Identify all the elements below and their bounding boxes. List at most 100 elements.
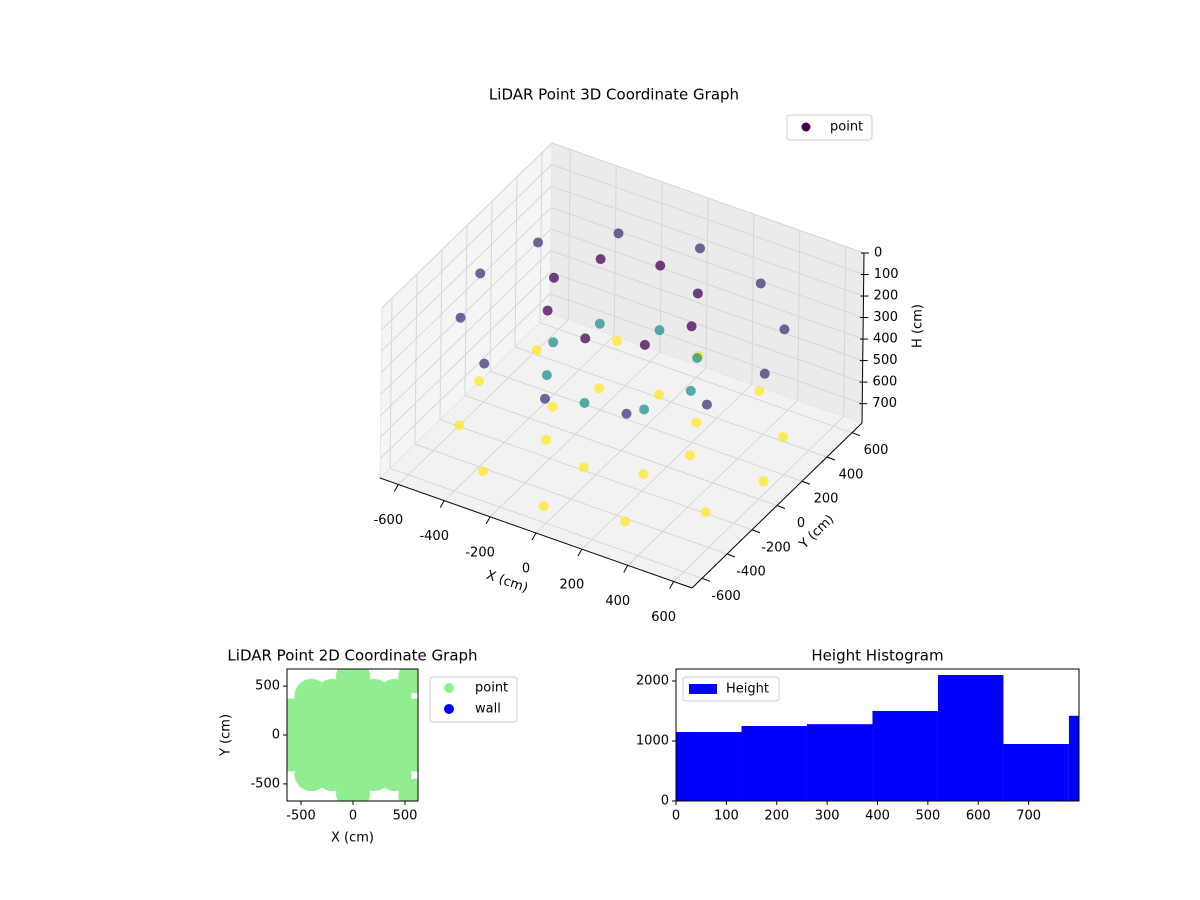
point: [638, 469, 649, 480]
grid-line: [389, 467, 703, 579]
plot-area: [287, 669, 418, 801]
grid-line: [550, 293, 863, 405]
x-tick: [531, 532, 537, 541]
point: [639, 404, 650, 415]
x-tick: [623, 565, 629, 573]
grid-line: [843, 246, 847, 417]
point: [613, 228, 624, 239]
point: [531, 345, 542, 356]
y-tick-label: 500: [255, 679, 280, 694]
y-tick: [726, 553, 736, 558]
bar: [937, 675, 1004, 801]
point: [548, 337, 559, 348]
point: [694, 243, 705, 254]
grid-line: [380, 207, 552, 373]
y-tick: [701, 577, 711, 582]
chart-title: LiDAR Point 2D Coordinate Graph: [227, 647, 477, 665]
y-tick: [826, 456, 836, 461]
y-tick-label: 0: [661, 794, 669, 809]
x-tick-label: -600: [374, 513, 404, 528]
x-axis: [379, 477, 693, 589]
point: [548, 272, 559, 283]
x-tick: [485, 516, 491, 525]
y-tick-label: 0: [272, 728, 280, 743]
grid-line: [550, 228, 864, 340]
z-tick-label: 400: [873, 332, 898, 347]
x-tick-label: 200: [764, 809, 789, 824]
grid-line: [389, 298, 393, 469]
grid-line: [751, 214, 755, 385]
legend-marker: [801, 122, 811, 132]
chart-3d: -600-400-2000200400600-600-400-200020040…: [374, 86, 926, 626]
grid-line: [381, 164, 553, 330]
grid-line: [551, 207, 864, 319]
y-axis: [691, 422, 863, 589]
x-tick-label: 400: [865, 809, 890, 824]
legend-marker: [444, 683, 454, 693]
grid-line: [439, 419, 753, 531]
y-tick: [776, 505, 786, 509]
point: [701, 399, 712, 410]
bar: [1068, 715, 1079, 801]
point: [700, 507, 711, 518]
x-tick-label: 500: [393, 809, 418, 824]
grid-line: [514, 346, 828, 458]
chart-histogram: 0 100 200 300 400 500 600 700 0 1000 2000 Height Hei…: [636, 647, 1080, 824]
point: [755, 278, 766, 289]
legend-box: [786, 114, 873, 141]
point: [538, 501, 549, 512]
y-tick-label: 200: [814, 492, 839, 507]
point: [778, 431, 789, 442]
bar: [676, 732, 742, 801]
point: [692, 288, 703, 299]
grid-line: [539, 152, 543, 323]
x-tick-label: 600: [966, 809, 991, 824]
point: [287, 737, 308, 772]
y-tick-label: 0: [797, 516, 805, 531]
grid-line: [613, 165, 617, 336]
grid-line: [567, 149, 571, 320]
x-tick-label: 300: [815, 809, 840, 824]
point: [541, 370, 552, 381]
z-axis-label: H (cm): [911, 304, 926, 348]
point: [692, 353, 703, 364]
chart-2d: point wall -500 0 500 -500 0 500 X (cm) Y (cm) LiD…: [219, 647, 518, 846]
point: [542, 305, 553, 316]
chart-title: Height Histogram: [811, 647, 943, 665]
x-tick: [577, 548, 583, 557]
grid-line: [464, 225, 468, 396]
grid-line: [551, 185, 864, 297]
grid-line: [489, 370, 803, 482]
point: [594, 383, 605, 394]
legend-marker: [444, 704, 454, 714]
point: [541, 434, 552, 445]
bar: [741, 726, 807, 801]
x-tick-label: -400: [419, 529, 449, 544]
grid-line: [797, 230, 801, 401]
point: [691, 417, 702, 428]
legend-label: point: [475, 681, 508, 696]
point: [473, 375, 484, 386]
legend-box: [682, 676, 780, 702]
point: [655, 260, 666, 271]
z-tick-label: 200: [873, 289, 898, 304]
z-tick-label: 700: [872, 396, 897, 411]
y-tick: [851, 432, 861, 437]
point: [620, 516, 631, 527]
point: [454, 420, 465, 431]
y-tick-label: -400: [736, 565, 766, 580]
point: [685, 450, 696, 461]
y-axis-label: Y (cm): [219, 714, 234, 757]
grid-line: [414, 274, 418, 445]
x-tick: [439, 500, 445, 508]
point: [398, 669, 418, 694]
point: [621, 408, 632, 419]
point: [477, 466, 488, 477]
x-tick-label: 0: [349, 809, 357, 824]
grid-line: [380, 250, 552, 416]
grid-line: [514, 176, 518, 347]
point: [754, 386, 765, 397]
legend-label: Height: [726, 682, 769, 697]
y-tick-label: 2000: [636, 674, 669, 689]
